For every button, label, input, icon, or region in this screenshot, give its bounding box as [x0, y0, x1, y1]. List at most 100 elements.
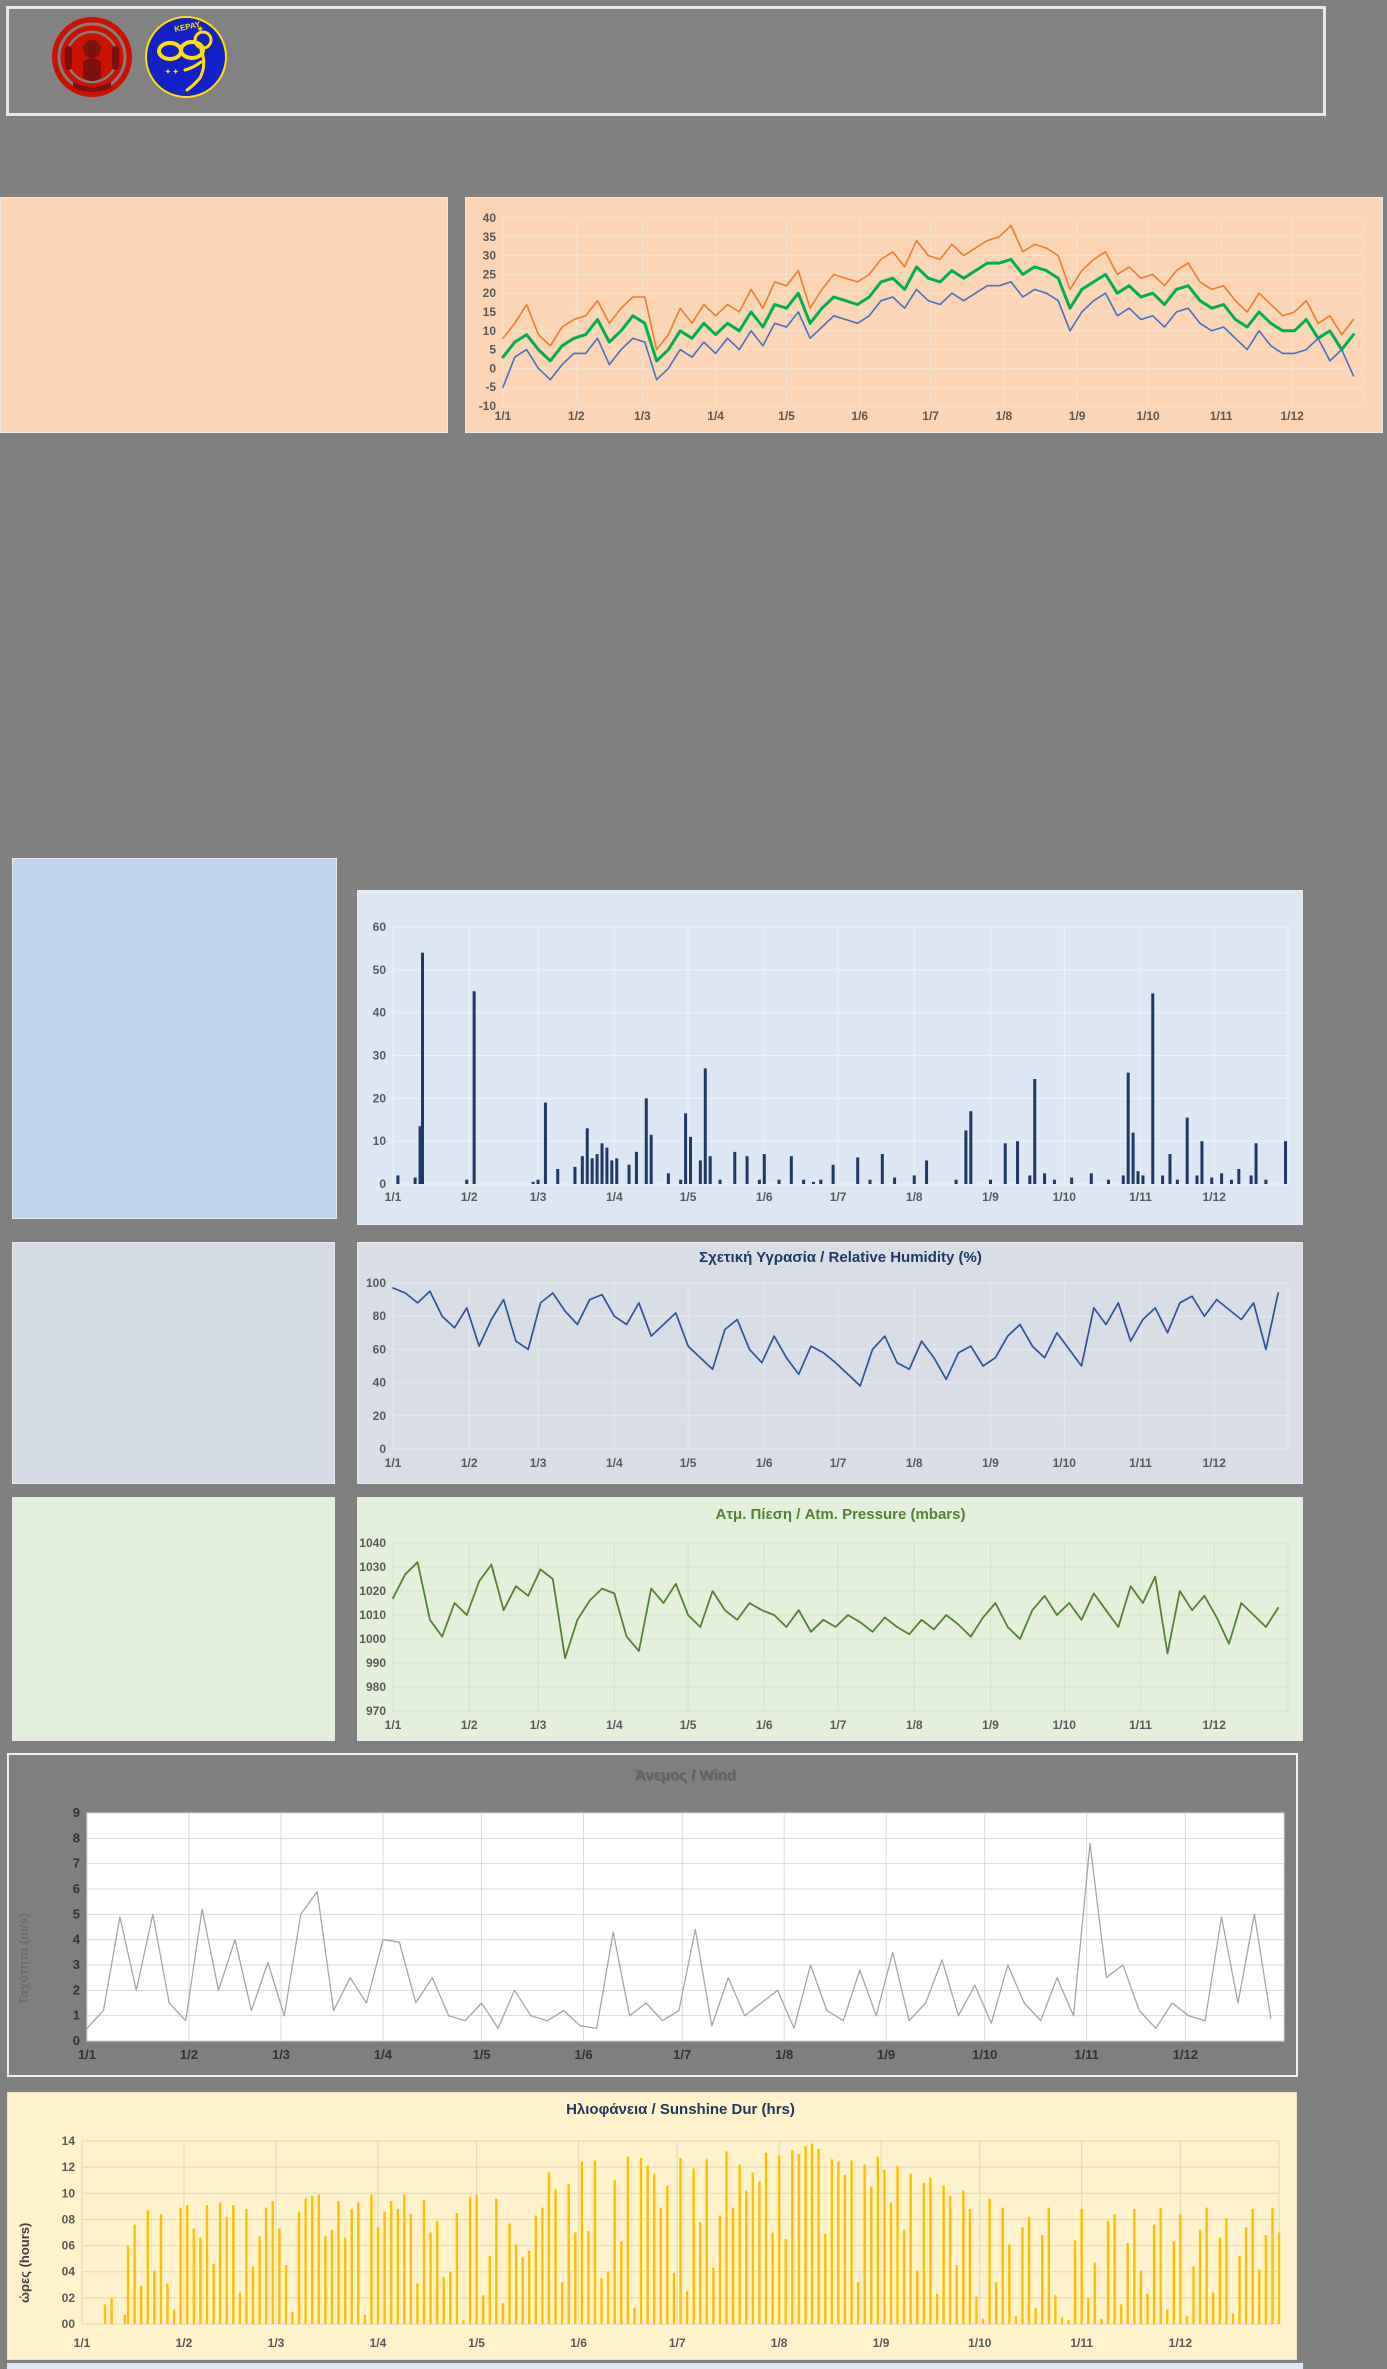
svg-text:100: 100 — [366, 1276, 386, 1290]
svg-text:1/10: 1/10 — [968, 2336, 992, 2350]
svg-text:14: 14 — [62, 2134, 76, 2148]
svg-text:1/4: 1/4 — [606, 1456, 623, 1470]
pressure-side-panel — [12, 1497, 335, 1741]
header-bar: ΚΕΡΑΥ ★ ✦ ✦ — [6, 6, 1326, 116]
svg-text:1/9: 1/9 — [1069, 409, 1086, 423]
svg-text:5: 5 — [489, 343, 496, 357]
svg-text:1/12: 1/12 — [1203, 1718, 1227, 1732]
temperature-chart: 40 35 30 25 20 15 10 5 0 -5 -101/1 1/2 1/3 1/4 1/5 1/6 1… — [479, 211, 1364, 423]
sports-club-logo: ΚΕΡΑΥ ★ ✦ ✦ — [145, 16, 227, 98]
svg-text:1/6: 1/6 — [851, 409, 868, 423]
svg-text:1030: 1030 — [359, 1560, 386, 1574]
svg-text:-10: -10 — [479, 399, 497, 413]
svg-text:1040: 1040 — [359, 1536, 386, 1550]
svg-text:1020: 1020 — [359, 1584, 386, 1598]
svg-text:02: 02 — [62, 2291, 76, 2305]
svg-text:1/5: 1/5 — [468, 2336, 485, 2350]
svg-text:1/7: 1/7 — [669, 2336, 686, 2350]
pressure-chart-panel: 1040 1030 1020 1010 1000 990 980 970 1/1 1/2 1/3 1/… — [357, 1497, 1303, 1741]
svg-text:60: 60 — [373, 1342, 387, 1356]
svg-text:8: 8 — [73, 1830, 80, 1845]
svg-text:1/4: 1/4 — [707, 409, 724, 423]
svg-text:1/8: 1/8 — [771, 2336, 788, 2350]
wind-chart-panel: 9 8 7 6 5 4 3 2 1 0 1/1 1/2 1/3 1/4 1/5 1/6 1/7 1/8 1/9 1/1… — [7, 1753, 1298, 2077]
svg-text:50: 50 — [373, 963, 387, 977]
pressure-chart-title: Ατμ. Πίεση / Atm. Pressure (mbars) — [715, 1506, 966, 1523]
svg-text:1/3: 1/3 — [634, 409, 651, 423]
partial-next-panel — [7, 2363, 1303, 2369]
svg-text:1/5: 1/5 — [680, 1718, 697, 1732]
svg-text:1/1: 1/1 — [74, 2336, 91, 2350]
wind-y-axis-label: Ταχύτητα (m/s) — [16, 1913, 31, 2005]
svg-text:1/7: 1/7 — [830, 1190, 847, 1204]
humidity-side-panel — [12, 1242, 335, 1484]
svg-text:1/11: 1/11 — [1074, 2047, 1099, 2062]
svg-text:1/8: 1/8 — [906, 1718, 923, 1732]
svg-text:1/2: 1/2 — [461, 1190, 478, 1204]
humidity-chart: 100 80 60 40 20 01/1 1/2 1/3 1/4 1/5 1/6 1/7 1/8 1/9 1… — [366, 1276, 1289, 1470]
svg-text:1/9: 1/9 — [982, 1190, 999, 1204]
svg-text:40: 40 — [373, 1006, 387, 1020]
svg-text:1/1: 1/1 — [385, 1190, 402, 1204]
svg-text:30: 30 — [373, 1049, 387, 1063]
svg-text:1/6: 1/6 — [570, 2336, 587, 2350]
svg-text:1/2: 1/2 — [461, 1718, 478, 1732]
svg-text:1/1: 1/1 — [385, 1718, 402, 1732]
svg-text:0: 0 — [489, 361, 496, 375]
svg-text:1/10: 1/10 — [972, 2047, 997, 2062]
svg-text:1/8: 1/8 — [906, 1190, 923, 1204]
svg-text:1/4: 1/4 — [374, 2047, 393, 2062]
sunshine-y-axis-label: ώρες (hours) — [17, 2222, 32, 2303]
svg-text:1/5: 1/5 — [778, 409, 795, 423]
svg-text:0: 0 — [379, 1442, 386, 1456]
sunshine-chart-title: Ηλιοφάνεια / Sunshine Dur (hrs) — [566, 2101, 795, 2118]
svg-text:20: 20 — [483, 286, 497, 300]
svg-text:1/12: 1/12 — [1203, 1456, 1227, 1470]
wind-chart-title: Άνεμος / Wind — [635, 1767, 736, 1784]
svg-text:1/4: 1/4 — [370, 2336, 387, 2350]
svg-text:40: 40 — [483, 211, 497, 225]
svg-text:1/3: 1/3 — [272, 2047, 290, 2062]
temperature-chart-panel: 40 35 30 25 20 15 10 5 0 -5 -10 1/1 1/2 1/3 1/4 1/5 1/6 1… — [465, 197, 1383, 433]
svg-text:6: 6 — [73, 1881, 80, 1896]
svg-text:1/10: 1/10 — [1053, 1718, 1077, 1732]
svg-text:1/1: 1/1 — [78, 2047, 96, 2062]
svg-text:06: 06 — [62, 2239, 76, 2253]
svg-text:1/9: 1/9 — [873, 2336, 890, 2350]
svg-text:10: 10 — [62, 2186, 76, 2200]
svg-text:1/1: 1/1 — [385, 1456, 402, 1470]
svg-text:1/12: 1/12 — [1280, 409, 1304, 423]
svg-text:10: 10 — [373, 1134, 387, 1148]
sunshine-chart: 14 12 10 08 06 04 02 00 1/1 1/2 1/3 1/4 1/5 1/6 1/7 1/8… — [62, 2134, 1281, 2350]
svg-text:04: 04 — [62, 2265, 76, 2279]
svg-text:1/10: 1/10 — [1053, 1190, 1077, 1204]
svg-text:9: 9 — [73, 1805, 80, 1820]
svg-text:35: 35 — [483, 230, 497, 244]
svg-text:1/8: 1/8 — [775, 2047, 793, 2062]
svg-text:08: 08 — [62, 2212, 76, 2226]
svg-text:0: 0 — [379, 1177, 386, 1191]
svg-text:1/10: 1/10 — [1136, 409, 1160, 423]
svg-text:1/6: 1/6 — [575, 2047, 593, 2062]
svg-text:20: 20 — [373, 1091, 387, 1105]
svg-text:2: 2 — [73, 1982, 80, 1997]
svg-text:00: 00 — [62, 2317, 76, 2331]
svg-text:4: 4 — [73, 1932, 81, 1947]
svg-text:0: 0 — [73, 2033, 80, 2048]
svg-text:25: 25 — [483, 267, 497, 281]
svg-text:1/7: 1/7 — [830, 1456, 847, 1470]
svg-text:1/7: 1/7 — [922, 409, 939, 423]
svg-text:7: 7 — [73, 1856, 80, 1871]
svg-text:1/8: 1/8 — [996, 409, 1013, 423]
svg-text:1/3: 1/3 — [268, 2336, 285, 2350]
svg-text:1/2: 1/2 — [180, 2047, 198, 2062]
svg-text:1/6: 1/6 — [756, 1456, 773, 1470]
svg-text:40: 40 — [373, 1376, 387, 1390]
humidity-chart-panel: 100 80 60 40 20 0 1/1 1/2 1/3 1/4 1/5 1/6 1/7 1/8 1/9 1… — [357, 1242, 1303, 1484]
svg-text:1/12: 1/12 — [1203, 1190, 1227, 1204]
svg-text:80: 80 — [373, 1309, 387, 1323]
svg-text:1/11: 1/11 — [1129, 1718, 1152, 1732]
svg-text:1/3: 1/3 — [530, 1190, 547, 1204]
